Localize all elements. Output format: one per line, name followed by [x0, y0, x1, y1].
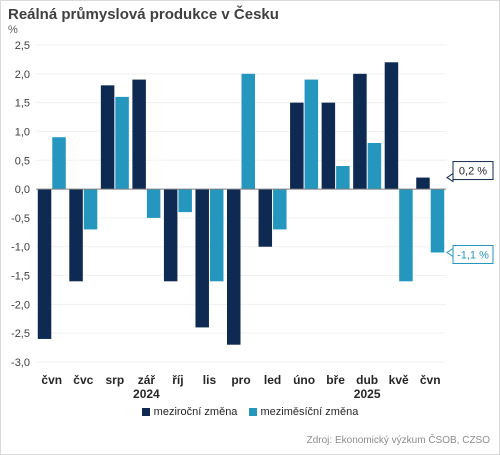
x-tick-label: kvě: [389, 373, 409, 387]
x-tick-label: čvn: [41, 373, 62, 387]
bar-yoy: [37, 189, 52, 339]
y-tick-label: 0,5: [15, 155, 30, 167]
x-tick-label: čvc: [73, 373, 93, 387]
x-tick-label: říj: [172, 373, 183, 387]
y-axis-unit: %: [8, 24, 18, 36]
legend-item-mom: meziměsíční změna: [248, 406, 359, 418]
bar-yoy: [227, 189, 241, 345]
x-tick-label: bře: [326, 373, 345, 387]
bar-yoy: [195, 189, 209, 328]
y-tick-label: -0,5: [11, 213, 30, 225]
y-tick-label: -2,5: [11, 328, 30, 340]
legend: meziroční změna meziměsíční změna: [0, 406, 500, 418]
bar-mom: [367, 142, 382, 190]
callout-pointer: [446, 172, 454, 183]
bar-mom: [304, 79, 319, 190]
bar-mom: [241, 73, 255, 190]
x-tick-label: zář: [138, 373, 156, 387]
bar-yoy: [353, 73, 367, 190]
bar-mom: [336, 166, 350, 190]
callout-box: [452, 244, 494, 264]
x-tick-label: led: [264, 373, 281, 387]
x-tick-label: lis: [203, 373, 217, 387]
year-label: 2025: [354, 387, 381, 401]
y-tick-label: 1,0: [15, 126, 30, 138]
chart-title: Reálná průmyslová produkce v Česku: [8, 6, 279, 23]
bar-mom: [273, 189, 287, 230]
x-tick-label: čvn: [420, 373, 441, 387]
callout-label: -1,1 %: [457, 249, 489, 261]
y-tick-label: 1,5: [15, 98, 30, 110]
legend-label-yoy: meziroční změna: [153, 406, 238, 418]
bar-yoy: [132, 79, 146, 190]
y-tick-label: 2,5: [15, 40, 30, 52]
x-tick-label: pro: [231, 373, 250, 387]
bar-yoy: [290, 102, 304, 190]
legend-swatch-mom: [248, 408, 257, 417]
callout-box: [452, 161, 494, 181]
callout-label: 0,2 %: [459, 166, 487, 178]
bar-yoy: [258, 189, 273, 247]
bar-mom: [399, 189, 413, 282]
bar-mom: [52, 137, 66, 190]
bar-mom: [83, 189, 98, 230]
y-tick-label: -3,0: [11, 357, 30, 369]
bar-yoy: [163, 189, 178, 282]
callout-pointer: [446, 247, 454, 258]
y-tick-label: -2,0: [11, 299, 30, 311]
bar-yoy: [384, 62, 399, 190]
y-tick-label: -1,5: [11, 271, 30, 283]
bar-mom: [115, 96, 129, 190]
legend-swatch-yoy: [141, 408, 150, 417]
bar-yoy: [416, 177, 430, 190]
legend-item-yoy: meziroční změna: [141, 406, 238, 418]
y-tick-label: -1,0: [11, 242, 30, 254]
legend-label-mom: meziměsíční změna: [260, 406, 359, 418]
bar-mom: [178, 189, 192, 213]
bar-yoy: [321, 102, 336, 190]
source-note: Zdroj: Ekonomický výzkum ČSOB, CZSO: [306, 435, 490, 446]
x-tick-label: dub: [356, 373, 378, 387]
x-tick-label: úno: [293, 373, 315, 387]
bar-mom: [430, 189, 445, 253]
bar-yoy: [100, 85, 115, 190]
bar-yoy: [69, 189, 83, 282]
y-tick-label: 2,0: [15, 69, 30, 81]
x-tick-label: srp: [106, 373, 125, 387]
bar-mom: [209, 189, 224, 282]
year-label: 2024: [133, 387, 160, 401]
bar-mom: [146, 189, 161, 218]
y-tick-label: 0,0: [15, 184, 30, 196]
